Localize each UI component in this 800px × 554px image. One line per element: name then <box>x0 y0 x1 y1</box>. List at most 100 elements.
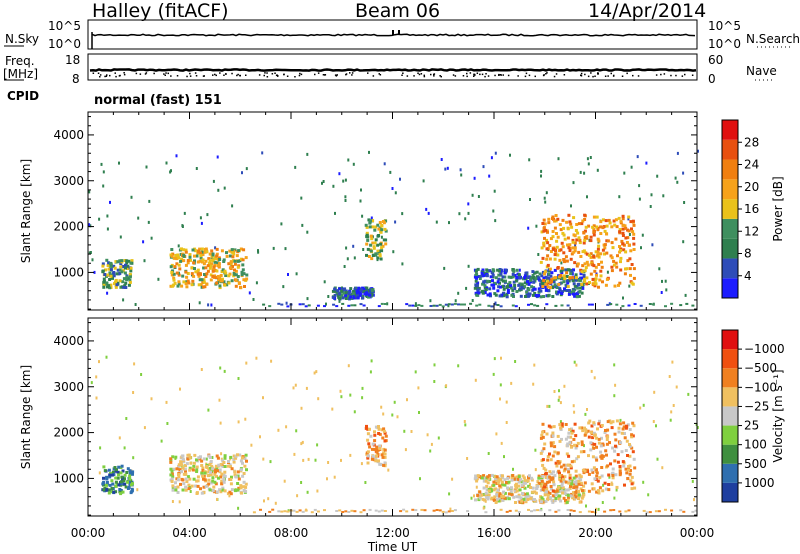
nave-point <box>484 75 486 78</box>
data-cell <box>606 435 610 439</box>
y-tick-label: 2000 <box>53 220 84 234</box>
data-cell <box>682 510 686 513</box>
data-cell <box>220 249 224 253</box>
data-cell <box>505 400 508 404</box>
nave-point <box>274 72 276 74</box>
data-cell <box>134 303 137 306</box>
data-cell <box>243 464 247 468</box>
data-cell <box>587 421 591 425</box>
data-cell <box>356 296 360 300</box>
data-cell <box>585 252 589 256</box>
data-cell <box>528 158 531 162</box>
nave-point <box>119 74 121 77</box>
data-cell <box>501 476 505 480</box>
data-cell <box>338 287 341 291</box>
data-cell <box>414 302 417 306</box>
data-cell <box>213 269 217 272</box>
nave-point <box>584 73 586 76</box>
data-cell <box>129 491 133 495</box>
data-cell <box>564 268 568 272</box>
data-cell <box>199 283 203 287</box>
data-cell <box>632 267 636 271</box>
data-cell <box>562 463 566 467</box>
data-cell <box>567 481 571 485</box>
data-cell <box>549 286 552 289</box>
data-cell <box>333 287 337 291</box>
data-cell <box>387 468 390 472</box>
data-cell <box>584 412 587 416</box>
velocity-colorbar-tick-label: 100 <box>744 438 767 452</box>
data-cell <box>562 258 566 261</box>
data-cell <box>191 468 195 472</box>
data-cell <box>491 279 494 283</box>
data-cell <box>553 268 557 272</box>
data-cell <box>181 224 184 228</box>
data-cell <box>231 255 235 259</box>
data-cell <box>215 490 219 494</box>
data-cell <box>594 468 598 472</box>
data-cell <box>229 478 233 481</box>
nave-point <box>212 74 214 76</box>
data-cell <box>523 274 527 278</box>
data-cell <box>196 260 200 264</box>
data-cell <box>114 260 118 264</box>
data-cell <box>178 267 182 271</box>
data-cell <box>596 250 600 254</box>
data-cell <box>494 276 498 280</box>
data-cell <box>592 254 596 258</box>
data-cell <box>486 293 490 297</box>
data-cell <box>514 279 518 283</box>
data-cell <box>241 474 245 478</box>
sky-noise-line <box>91 33 696 37</box>
data-cell <box>286 510 290 513</box>
power-colorbar-swatch <box>722 278 738 298</box>
data-cell <box>595 436 599 440</box>
data-cell <box>478 496 482 500</box>
nave-point <box>462 75 465 77</box>
data-cell <box>105 475 109 479</box>
data-cell <box>611 246 615 250</box>
data-cell <box>579 478 583 482</box>
data-cell <box>572 491 575 495</box>
data-cell <box>527 484 531 488</box>
data-cell <box>560 423 564 427</box>
data-cell <box>343 291 347 295</box>
data-cell <box>211 269 215 273</box>
data-cell <box>457 291 460 295</box>
nave-point <box>401 74 403 76</box>
data-cell <box>623 432 626 435</box>
data-cell <box>349 293 353 297</box>
data-cell <box>105 480 109 484</box>
data-cell <box>503 478 507 482</box>
data-cell <box>619 249 622 252</box>
y-tick-label: 4000 <box>53 334 84 348</box>
data-cell <box>554 510 558 513</box>
data-cell <box>580 440 584 444</box>
data-cell <box>645 511 649 514</box>
data-cell <box>528 292 532 296</box>
data-cell <box>411 304 415 307</box>
data-cell <box>477 286 481 290</box>
data-cell <box>327 295 330 298</box>
data-cell <box>540 496 544 500</box>
data-cell <box>576 231 580 235</box>
data-cell <box>620 450 624 454</box>
data-cell <box>574 474 578 478</box>
data-cell <box>192 465 196 468</box>
data-cell <box>109 261 112 265</box>
data-cell <box>555 232 558 235</box>
data-cell <box>620 239 624 243</box>
data-cell <box>523 276 527 280</box>
data-cell <box>550 472 554 475</box>
data-cell <box>341 296 345 300</box>
data-cell <box>631 450 635 454</box>
data-cell <box>338 299 341 303</box>
data-cell <box>109 283 113 287</box>
data-cell <box>632 457 636 461</box>
data-cell <box>366 438 370 442</box>
data-cell <box>511 275 515 279</box>
data-cell <box>571 496 575 500</box>
data-cell <box>622 296 624 300</box>
data-cell <box>487 489 491 493</box>
data-cell <box>552 483 556 487</box>
